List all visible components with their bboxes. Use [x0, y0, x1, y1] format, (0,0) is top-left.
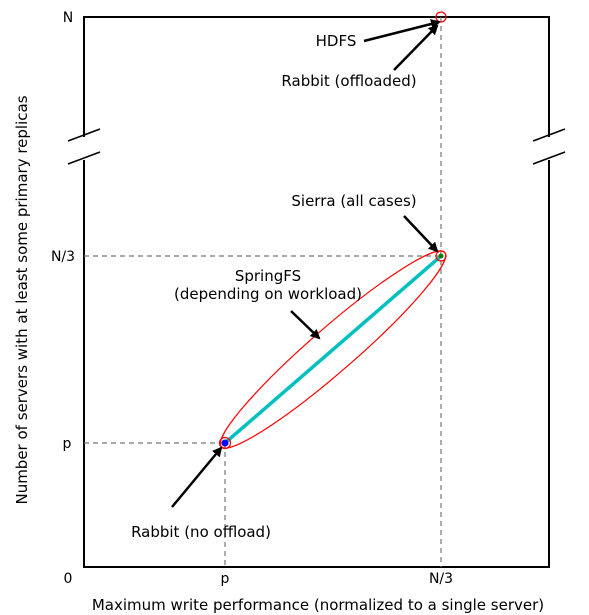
y-tick-p: p — [63, 436, 72, 452]
x-tick-p: p — [221, 571, 230, 587]
hdfs-arrow — [363, 19, 441, 43]
sierra-point — [438, 253, 444, 259]
rabbit-offloaded-arrow — [393, 24, 439, 71]
rabbit-no-offload-annotation: Rabbit (no offload) — [131, 523, 271, 541]
x-axis-label: Maximum write performance (normalized to… — [92, 596, 544, 614]
hdfs-annotation: HDFS — [316, 32, 357, 50]
hdfs-point-outline — [435, 11, 447, 23]
axis-break-left-1 — [67, 128, 101, 142]
y-tick-n3: N/3 — [51, 249, 75, 265]
springfs-annotation-line1: SpringFS — [235, 267, 301, 285]
springfs-arrow — [290, 310, 321, 340]
x-tick-n3: N/3 — [429, 571, 453, 587]
springfs-annotation-line2: (depending on workload) — [174, 285, 362, 303]
axis-break-right-1 — [532, 128, 566, 142]
y-tick-zero: 0 — [64, 571, 73, 587]
sierra-arrow — [403, 215, 439, 253]
rabbit-point — [221, 439, 229, 447]
rabbit-point-outline — [218, 436, 232, 450]
upper-panel-frame — [83, 16, 550, 137]
rabbit-offloaded-annotation: Rabbit (offloaded) — [281, 72, 416, 90]
axis-break-right-2 — [532, 151, 566, 165]
springfs-line — [223, 254, 443, 445]
lower-panel-frame — [83, 160, 550, 568]
y-axis-label: Number of servers with at least some pri… — [13, 95, 31, 504]
sierra-point-outline — [435, 250, 447, 262]
sierra-annotation: Sierra (all cases) — [291, 192, 416, 210]
y-tick-n: N — [63, 10, 73, 26]
rabbit-no-offload-arrow — [171, 446, 223, 508]
axis-break-left-2 — [67, 151, 101, 165]
